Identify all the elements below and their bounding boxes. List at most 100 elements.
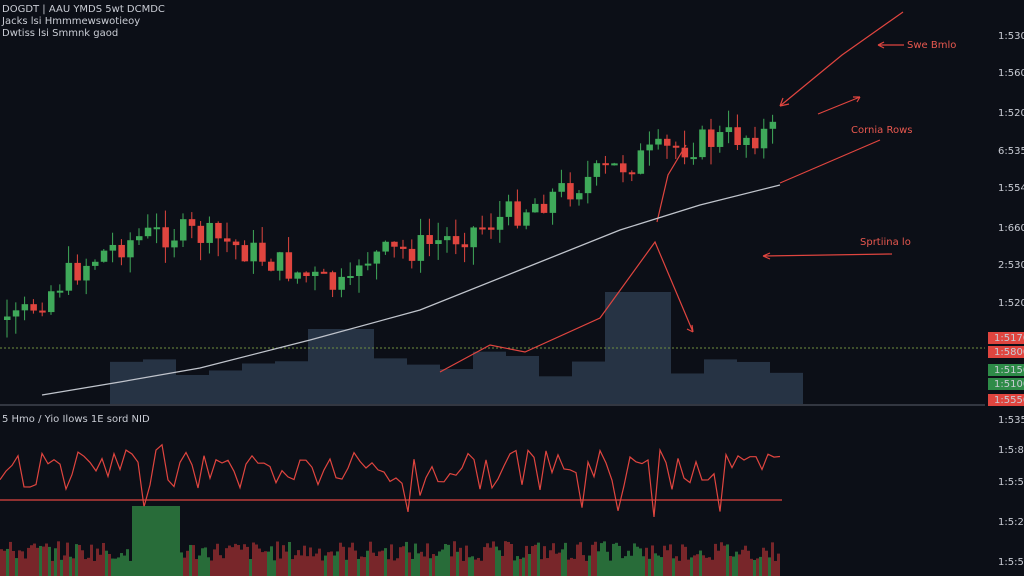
volume-bar <box>696 554 699 576</box>
volume-bar <box>603 541 606 576</box>
volume-bar <box>513 560 516 576</box>
candle-body <box>496 216 504 230</box>
arrow <box>817 96 861 115</box>
volume-bar <box>354 550 357 576</box>
volume-bar <box>432 554 435 576</box>
volume-bar <box>501 555 504 576</box>
candle-body <box>338 276 345 290</box>
volume-bar <box>99 554 102 576</box>
price-tag-label: 1:5150 <box>994 365 1024 376</box>
volume-bar <box>693 555 696 576</box>
volume-bar <box>717 550 720 576</box>
axis-label: 1:5200 <box>998 108 1024 119</box>
volume-bar <box>177 506 180 576</box>
volume-block <box>572 361 605 404</box>
volume-bar <box>258 548 261 576</box>
volume-bar <box>72 558 75 576</box>
axis-label: 1:5200 <box>998 298 1024 309</box>
volume-bar <box>645 547 648 576</box>
volume-bar <box>198 555 201 576</box>
candle-body <box>584 176 592 194</box>
volume-bar <box>699 550 702 576</box>
volume-bar <box>30 545 33 576</box>
volume-bar <box>345 559 348 576</box>
volume-bar <box>357 558 360 576</box>
volume-bar <box>153 506 156 576</box>
volume-bar <box>81 550 84 576</box>
candle-body <box>628 172 636 175</box>
volume-bar <box>129 560 132 576</box>
volume-bar <box>705 557 708 576</box>
candle-body <box>30 304 37 311</box>
arrow <box>877 41 904 49</box>
candle-body <box>118 244 125 258</box>
candle-body <box>303 272 310 277</box>
volume-bar <box>165 506 168 576</box>
candle-body <box>144 227 152 237</box>
volume-bar <box>192 545 195 576</box>
volume-bar <box>126 549 129 576</box>
candle-body <box>56 290 64 293</box>
volume-bar <box>78 544 81 576</box>
volume-bar <box>552 543 555 576</box>
volume-bar <box>468 557 471 576</box>
indicator-axis-label: 1:5:530 <box>998 557 1024 568</box>
volume-bar <box>276 541 279 576</box>
volume-bar <box>774 560 777 576</box>
candle-body <box>611 163 618 166</box>
volume-bar <box>768 557 771 576</box>
volume-bar <box>342 546 345 576</box>
volume-bar <box>309 547 312 576</box>
volume-block <box>143 359 176 404</box>
volume-bar <box>492 541 495 576</box>
price-tag <box>988 332 1024 344</box>
volume-bar <box>168 506 171 576</box>
volume-bar <box>246 546 249 576</box>
candle-body <box>48 291 55 313</box>
volume-bar <box>756 558 759 576</box>
volume-bar <box>216 543 219 576</box>
candle-body <box>734 127 741 146</box>
volume-bar <box>765 550 768 576</box>
candle-body <box>743 137 750 146</box>
indicator-title: 5 Hmo / Yio Ilows 1E sord NID <box>2 414 150 425</box>
oscillator-line <box>0 443 781 517</box>
volume-bar <box>282 545 285 576</box>
candle-body <box>725 127 733 133</box>
volume-bar <box>39 545 42 576</box>
volume-bar <box>351 542 354 576</box>
candle-body <box>153 227 161 230</box>
candle-body <box>224 238 231 242</box>
volume-bar <box>744 545 747 576</box>
volume-bar <box>42 546 45 576</box>
candle-body <box>250 242 257 262</box>
volume-bar <box>240 549 243 576</box>
volume-bar <box>600 543 603 576</box>
volume-bar <box>147 506 150 576</box>
volume-bar <box>102 542 105 576</box>
volume-bar <box>270 546 273 576</box>
candle-body <box>646 144 653 151</box>
volume-bar <box>591 544 594 576</box>
header-line: Jacks lsi Hmmmewswotieoy <box>1 16 140 27</box>
arrow <box>439 240 694 373</box>
volume-bar <box>438 551 441 576</box>
volume-bar <box>582 555 585 576</box>
volume-bar <box>651 545 654 576</box>
volume-bar <box>594 541 597 576</box>
price-tag-label: 1:5100 <box>994 379 1024 390</box>
volume-bar <box>18 550 21 576</box>
volume-bar <box>570 557 573 576</box>
volume-bar <box>474 559 477 576</box>
volume-bar <box>435 555 438 576</box>
candle-body <box>444 236 451 241</box>
volume-bar <box>54 548 57 576</box>
volume-bar <box>663 545 666 576</box>
axis-label: 6:5350 <box>998 146 1024 157</box>
volume-bar <box>285 551 288 576</box>
candle-body <box>109 244 117 251</box>
volume-bar <box>639 548 642 576</box>
price-tag <box>988 394 1024 406</box>
candle-body <box>716 132 724 147</box>
candle-body <box>576 193 583 200</box>
